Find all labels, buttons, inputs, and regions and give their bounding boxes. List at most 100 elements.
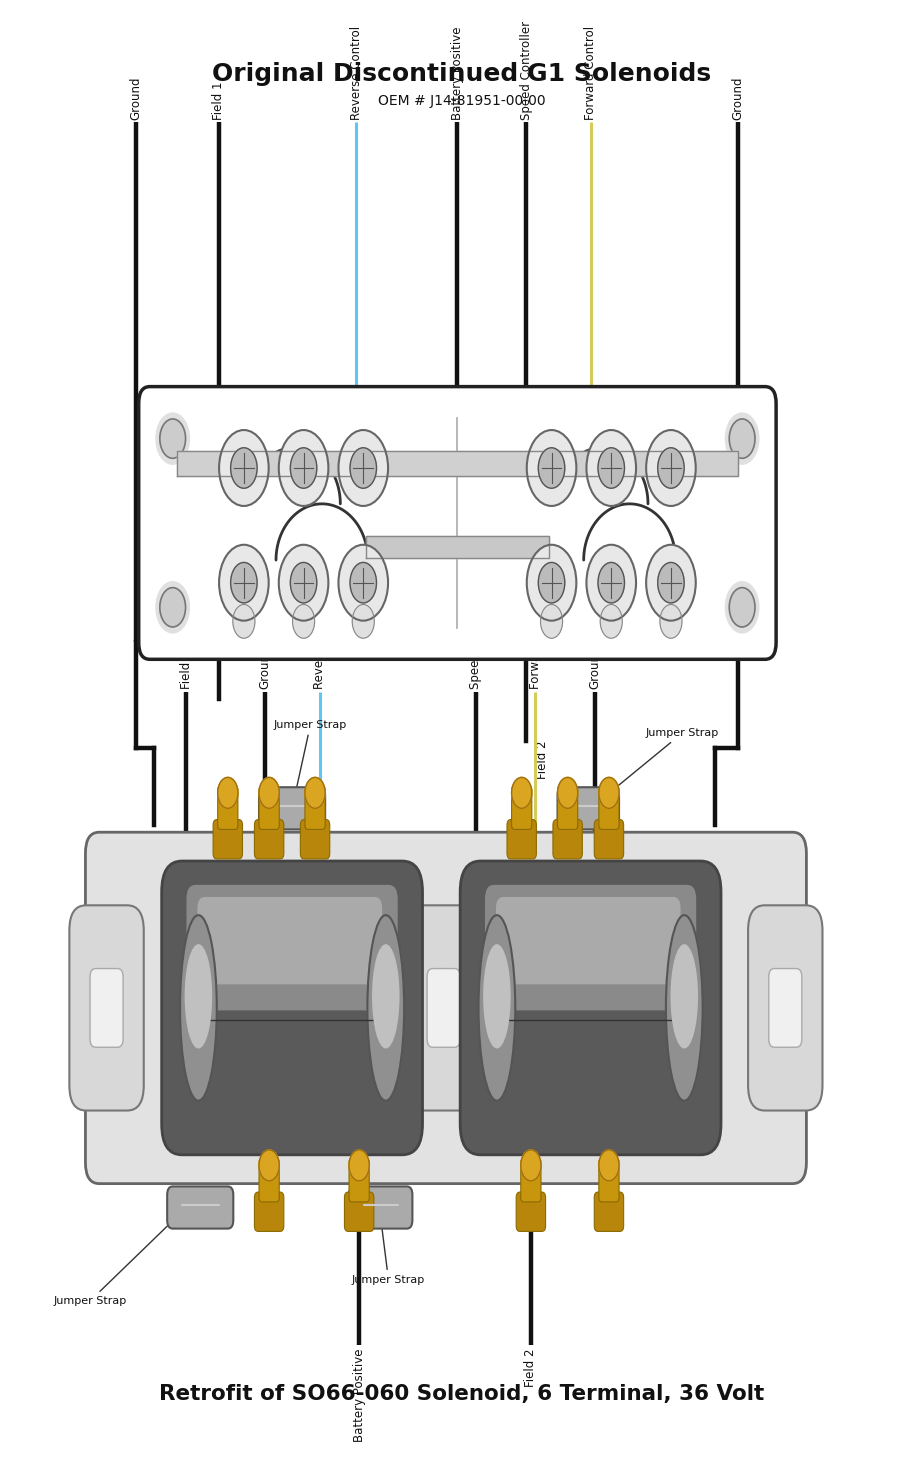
FancyBboxPatch shape [512, 785, 532, 829]
Text: Ground: Ground [129, 76, 142, 120]
Text: Jumper Strap: Jumper Strap [594, 728, 719, 806]
FancyBboxPatch shape [167, 1187, 233, 1228]
Circle shape [658, 563, 684, 602]
Circle shape [293, 604, 314, 639]
Circle shape [539, 563, 565, 602]
FancyBboxPatch shape [187, 885, 397, 1010]
Ellipse shape [372, 944, 399, 1048]
FancyBboxPatch shape [769, 968, 802, 1047]
Circle shape [349, 1151, 370, 1181]
Ellipse shape [185, 944, 213, 1048]
Circle shape [279, 545, 328, 621]
FancyBboxPatch shape [90, 968, 123, 1047]
FancyBboxPatch shape [496, 898, 681, 984]
Text: Retrofit of SO66-060 Solenoid, 6 Terminal, 36 Volt: Retrofit of SO66-060 Solenoid, 6 Termina… [159, 1385, 765, 1405]
FancyBboxPatch shape [259, 787, 325, 829]
Circle shape [305, 778, 325, 808]
Text: Jumper Strap: Jumper Strap [274, 719, 347, 804]
FancyBboxPatch shape [305, 785, 325, 829]
Circle shape [290, 447, 317, 488]
FancyBboxPatch shape [139, 386, 776, 659]
Text: Field 2: Field 2 [525, 1348, 538, 1386]
Circle shape [290, 563, 317, 602]
Circle shape [231, 563, 257, 602]
FancyBboxPatch shape [85, 832, 807, 1184]
FancyBboxPatch shape [485, 885, 696, 1010]
FancyBboxPatch shape [594, 820, 624, 858]
FancyBboxPatch shape [218, 785, 237, 829]
Text: Forward Control: Forward Control [529, 595, 542, 689]
Circle shape [725, 582, 759, 633]
Circle shape [601, 604, 622, 639]
Ellipse shape [666, 915, 702, 1101]
Ellipse shape [368, 915, 404, 1101]
Circle shape [587, 545, 636, 621]
Text: Reverse Control: Reverse Control [350, 25, 363, 120]
Circle shape [338, 430, 388, 506]
FancyBboxPatch shape [213, 820, 242, 858]
Text: Field 2: Field 2 [536, 741, 550, 779]
Text: OEM # J14-81951-00-00: OEM # J14-81951-00-00 [378, 94, 546, 108]
Circle shape [527, 545, 577, 621]
Circle shape [352, 604, 374, 639]
FancyBboxPatch shape [259, 785, 279, 829]
FancyBboxPatch shape [521, 1158, 541, 1202]
Circle shape [646, 545, 696, 621]
Text: Jumper Strap: Jumper Strap [352, 1212, 425, 1285]
FancyBboxPatch shape [427, 968, 460, 1047]
FancyBboxPatch shape [404, 905, 483, 1111]
FancyBboxPatch shape [517, 1192, 545, 1231]
Circle shape [729, 420, 755, 458]
FancyBboxPatch shape [69, 905, 144, 1111]
Circle shape [231, 447, 257, 488]
Circle shape [725, 414, 759, 465]
Text: Speed Controller: Speed Controller [520, 20, 533, 120]
Circle shape [219, 430, 269, 506]
Text: Jumper Strap: Jumper Strap [54, 1211, 183, 1306]
Circle shape [160, 420, 186, 458]
Circle shape [350, 447, 376, 488]
Circle shape [259, 778, 279, 808]
FancyBboxPatch shape [259, 1158, 279, 1202]
Text: Ground: Ground [731, 76, 744, 120]
Text: Ground: Ground [258, 645, 271, 689]
FancyBboxPatch shape [198, 898, 383, 984]
Circle shape [646, 430, 696, 506]
Ellipse shape [671, 944, 698, 1048]
Ellipse shape [180, 915, 217, 1101]
FancyBboxPatch shape [507, 820, 537, 858]
Text: Original Discontinued G1 Solenoids: Original Discontinued G1 Solenoids [213, 61, 711, 86]
Text: Battery Positive: Battery Positive [353, 1348, 366, 1442]
Text: Battery Positive: Battery Positive [451, 26, 464, 120]
FancyBboxPatch shape [557, 785, 578, 829]
Circle shape [729, 588, 755, 627]
Text: Ground: Ground [589, 645, 602, 689]
FancyBboxPatch shape [254, 1192, 284, 1231]
Circle shape [527, 430, 577, 506]
Circle shape [350, 563, 376, 602]
Circle shape [156, 582, 189, 633]
FancyBboxPatch shape [300, 820, 330, 858]
Circle shape [521, 1151, 541, 1181]
Text: Field 1: Field 1 [180, 651, 193, 689]
FancyBboxPatch shape [594, 1192, 624, 1231]
FancyBboxPatch shape [349, 1158, 370, 1202]
Text: Forward Control: Forward Control [584, 25, 597, 120]
Circle shape [541, 604, 563, 639]
FancyBboxPatch shape [345, 1192, 374, 1231]
FancyBboxPatch shape [460, 861, 721, 1155]
Circle shape [218, 778, 237, 808]
FancyBboxPatch shape [162, 861, 422, 1155]
Circle shape [598, 447, 625, 488]
FancyBboxPatch shape [599, 785, 619, 829]
Circle shape [598, 563, 625, 602]
Text: Reverse Control: Reverse Control [313, 595, 326, 689]
Circle shape [660, 604, 682, 639]
FancyBboxPatch shape [349, 1187, 412, 1228]
Circle shape [219, 545, 269, 621]
Circle shape [156, 414, 189, 465]
FancyBboxPatch shape [599, 1158, 619, 1202]
Circle shape [160, 588, 186, 627]
Circle shape [259, 1151, 279, 1181]
Circle shape [512, 778, 532, 808]
